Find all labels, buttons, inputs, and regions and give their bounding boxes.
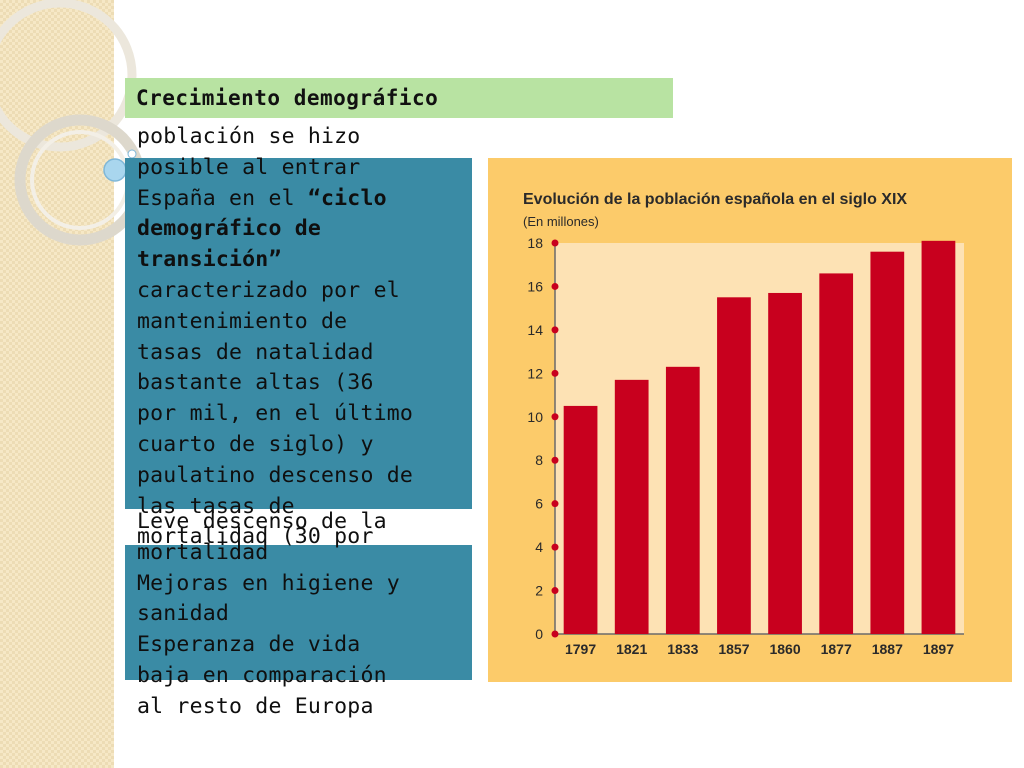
y-tick-dot — [551, 369, 559, 377]
paragraph1-text-a: población se hizo posible al entrar Espa… — [137, 124, 361, 211]
paragraph1-text-c: caracterizado por el mantenimiento de ta… — [137, 277, 414, 550]
bar — [717, 297, 751, 634]
y-tick-label: 0 — [535, 626, 543, 642]
decorative-circles — [0, 0, 146, 246]
y-tick-label: 18 — [527, 235, 543, 251]
paragraph-mortalidad: Leve descenso de la mortalidad Mejoras e… — [137, 509, 400, 719]
x-tick-label: 1821 — [616, 641, 647, 657]
y-tick-label: 14 — [527, 322, 543, 338]
y-tick-label: 16 — [527, 278, 543, 294]
y-tick-dot — [551, 630, 559, 638]
x-tick-label: 1877 — [821, 641, 852, 657]
y-tick-dot — [551, 239, 559, 247]
bar — [563, 405, 598, 634]
title-bar: Crecimiento demográfico — [125, 78, 673, 118]
y-tick-label: 10 — [527, 409, 543, 425]
chart-subtitle: (En millones) — [523, 214, 599, 229]
bar — [870, 251, 905, 634]
bar — [921, 240, 956, 635]
y-tick-dot — [551, 413, 559, 421]
y-tick-label: 2 — [535, 583, 543, 599]
paragraph1-emphasis: “ciclo demográfico de transición” — [137, 185, 387, 273]
paragraph-ciclo-demografico: población se hizo posible al entrar Espa… — [137, 122, 467, 553]
chart-panel: Evolución de la población española en el… — [488, 158, 1012, 682]
y-tick-dot — [551, 587, 559, 595]
y-tick-label: 8 — [535, 452, 543, 468]
x-tick-label: 1797 — [565, 641, 596, 657]
slide-title: Crecimiento demográfico — [136, 86, 439, 110]
x-tick-label: 1897 — [923, 641, 954, 657]
y-tick-dot — [551, 282, 559, 290]
y-tick-label: 6 — [535, 496, 543, 512]
bar — [614, 379, 649, 634]
chart-title: Evolución de la población española en el… — [523, 191, 907, 208]
y-tick-label: 12 — [527, 365, 543, 381]
x-tick-label: 1860 — [769, 641, 800, 657]
y-tick-label: 4 — [535, 539, 543, 555]
x-tick-label: 1857 — [718, 641, 749, 657]
bar — [768, 292, 802, 634]
text-box-background-2 — [125, 545, 472, 680]
bar — [819, 273, 854, 634]
x-tick-label: 1833 — [667, 641, 698, 657]
population-bar-chart: Evolución de la población española en el… — [523, 191, 964, 657]
text-box-background-1 — [125, 158, 472, 509]
y-tick-dot — [551, 500, 559, 508]
y-tick-dot — [551, 456, 559, 464]
bar — [665, 366, 700, 634]
y-tick-dot — [551, 326, 559, 334]
y-tick-dot — [551, 543, 559, 551]
x-tick-label: 1887 — [872, 641, 903, 657]
